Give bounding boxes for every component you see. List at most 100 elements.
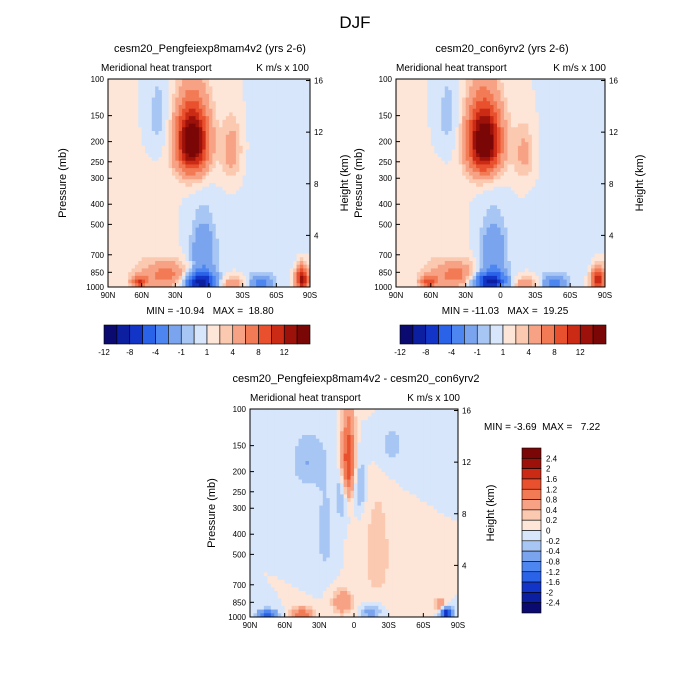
contour-cell bbox=[286, 123, 291, 128]
contour-cell bbox=[246, 235, 250, 240]
contour-cell bbox=[296, 101, 301, 106]
contour-cell bbox=[171, 79, 176, 84]
contour-cell bbox=[423, 138, 428, 143]
contour-cell bbox=[249, 90, 254, 95]
contour-cell bbox=[535, 108, 540, 113]
contour-cell bbox=[161, 264, 166, 269]
contour-cell bbox=[441, 82, 446, 87]
contour-cell bbox=[306, 275, 311, 280]
contour-cell bbox=[252, 212, 257, 217]
contour-cell bbox=[497, 131, 501, 136]
contour-cell bbox=[165, 108, 169, 113]
contour-cell bbox=[138, 93, 143, 98]
contour-cell bbox=[209, 145, 213, 150]
contour-cell bbox=[507, 90, 512, 95]
contour-cell bbox=[121, 209, 126, 214]
contour-cell bbox=[476, 134, 480, 139]
contour-cell bbox=[118, 257, 122, 262]
contour-cell bbox=[573, 97, 578, 102]
contour-cell bbox=[118, 227, 122, 232]
contour-cell bbox=[128, 186, 132, 191]
contour-cell bbox=[114, 93, 119, 98]
contour-cell bbox=[293, 134, 297, 139]
contour-cell bbox=[225, 175, 230, 180]
contour-cell bbox=[542, 90, 547, 95]
contour-cell bbox=[252, 108, 257, 113]
contour-cell bbox=[124, 246, 129, 251]
contour-cell bbox=[587, 112, 592, 117]
contour-cell bbox=[448, 108, 453, 113]
contour-cell bbox=[399, 153, 404, 158]
contour-cell bbox=[296, 149, 301, 154]
contour-cell bbox=[114, 268, 119, 273]
contour-cell bbox=[528, 93, 533, 98]
contour-cell bbox=[171, 249, 176, 254]
contour-cell bbox=[423, 116, 428, 121]
contour-cell bbox=[587, 86, 592, 91]
contour-cell bbox=[283, 268, 287, 273]
contour-cell bbox=[165, 216, 169, 221]
contour-cell bbox=[242, 82, 247, 87]
contour-cell bbox=[155, 249, 159, 254]
contour-cell bbox=[472, 142, 477, 147]
contour-cell bbox=[272, 157, 277, 162]
contour-cell bbox=[222, 264, 227, 269]
contour-cell bbox=[256, 108, 260, 113]
contour-cell bbox=[108, 275, 112, 280]
contour-cell bbox=[124, 223, 129, 228]
contour-cell bbox=[215, 231, 220, 236]
contour-cell bbox=[299, 123, 304, 128]
contour-cell bbox=[556, 86, 561, 91]
contour-cell bbox=[276, 249, 281, 254]
contour-cell bbox=[108, 283, 112, 288]
contour-cell bbox=[175, 231, 180, 236]
contour-cell bbox=[168, 142, 173, 147]
contour-cell bbox=[580, 119, 585, 124]
contour-cell bbox=[246, 201, 250, 206]
contour-cell bbox=[161, 249, 166, 254]
contour-cell bbox=[128, 223, 132, 228]
contour-cell bbox=[235, 201, 240, 206]
contour-cell bbox=[521, 101, 526, 106]
contour-cell bbox=[202, 108, 207, 113]
contour-cell bbox=[215, 157, 220, 162]
contour-cell bbox=[279, 131, 284, 136]
contour-cell bbox=[171, 194, 176, 199]
contour-cell bbox=[444, 131, 449, 136]
contour-cell bbox=[430, 93, 435, 98]
contour-cell bbox=[286, 186, 291, 191]
contour-cell bbox=[444, 79, 449, 84]
contour-cell bbox=[479, 164, 484, 169]
contour-cell bbox=[158, 209, 163, 214]
contour-cell bbox=[559, 160, 564, 165]
contour-cell bbox=[580, 108, 585, 113]
contour-cell bbox=[198, 127, 203, 132]
contour-cell bbox=[225, 246, 230, 251]
contour-cell bbox=[286, 194, 291, 199]
contour-cell bbox=[510, 97, 515, 102]
contour-cell bbox=[584, 149, 588, 154]
contour-cell bbox=[161, 116, 166, 121]
contour-cell bbox=[158, 108, 163, 113]
contour-cell bbox=[296, 283, 301, 288]
contour-cell bbox=[279, 79, 284, 84]
contour-cell bbox=[205, 127, 210, 132]
contour-cell bbox=[212, 149, 217, 154]
contour-cell bbox=[225, 168, 230, 173]
contour-cell bbox=[215, 145, 220, 150]
contour-cell bbox=[192, 212, 196, 217]
contour-cell bbox=[286, 116, 291, 121]
contour-cell bbox=[552, 116, 557, 121]
contour-cell bbox=[242, 209, 247, 214]
contour-cell bbox=[402, 119, 407, 124]
contour-cell bbox=[229, 127, 233, 132]
contour-cell bbox=[577, 157, 582, 162]
contour-cell bbox=[252, 134, 257, 139]
contour-cell bbox=[118, 283, 122, 288]
contour-cell bbox=[510, 157, 515, 162]
contour-cell bbox=[276, 194, 281, 199]
contour-cell bbox=[262, 253, 267, 258]
contour-cell bbox=[573, 171, 578, 176]
contour-cell bbox=[479, 112, 484, 117]
contour-cell bbox=[225, 223, 230, 228]
